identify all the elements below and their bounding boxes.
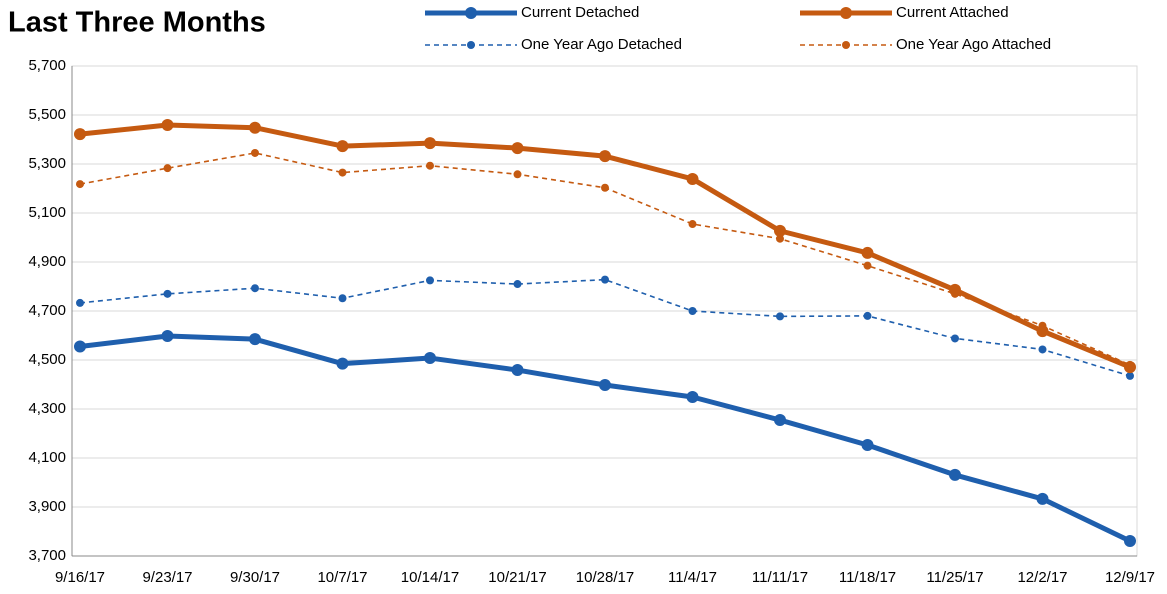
data-point xyxy=(251,284,259,293)
data-point xyxy=(951,334,959,343)
legend-marker xyxy=(840,7,852,19)
data-point xyxy=(686,172,699,185)
series-line xyxy=(79,278,1131,377)
x-tick-label: 11/11/17 xyxy=(752,569,808,586)
data-point xyxy=(426,276,434,285)
x-tick-label: 9/16/17 xyxy=(55,569,105,586)
data-point xyxy=(74,128,86,141)
data-point xyxy=(1124,535,1136,548)
y-tick-label: 5,100 xyxy=(28,204,66,221)
x-tick-label: 12/2/17 xyxy=(1017,569,1067,586)
data-point xyxy=(163,164,172,173)
data-point xyxy=(163,289,172,298)
data-point xyxy=(424,352,436,365)
series-line xyxy=(79,333,1132,544)
data-point xyxy=(338,294,347,303)
data-point xyxy=(601,275,609,284)
y-tick-label: 4,500 xyxy=(28,351,66,368)
y-tick-label: 3,700 xyxy=(28,547,66,564)
y-tick-label: 5,500 xyxy=(28,106,66,123)
x-tick-label: 10/21/17 xyxy=(488,569,546,586)
data-point xyxy=(76,180,84,189)
data-point xyxy=(513,170,522,179)
data-point xyxy=(249,121,261,134)
data-point xyxy=(686,390,699,403)
data-point xyxy=(1038,345,1047,354)
data-point xyxy=(599,150,611,163)
data-point xyxy=(776,312,784,321)
data-point xyxy=(426,161,434,170)
legend-marker xyxy=(842,41,850,49)
legend-label: One Year Ago Detached xyxy=(521,36,682,53)
data-point xyxy=(861,439,874,452)
legend-marker xyxy=(465,7,477,19)
x-tick-label: 9/30/17 xyxy=(230,569,280,586)
x-tick-label: 10/7/17 xyxy=(317,569,367,586)
data-point xyxy=(949,468,961,481)
data-point xyxy=(424,137,436,150)
data-point xyxy=(74,340,86,353)
x-tick-label: 11/18/17 xyxy=(839,569,896,586)
data-point xyxy=(513,280,522,289)
data-point xyxy=(688,307,697,315)
y-tick-label: 5,700 xyxy=(28,57,66,74)
data-point xyxy=(774,224,786,237)
data-point xyxy=(861,246,874,259)
x-tick-label: 12/9/17 xyxy=(1105,569,1155,586)
data-point xyxy=(688,220,697,229)
data-point xyxy=(249,333,261,346)
data-point xyxy=(1126,371,1134,380)
data-point xyxy=(949,283,961,296)
x-tick-label: 9/23/17 xyxy=(142,569,192,586)
y-tick-label: 5,300 xyxy=(28,155,66,172)
data-point xyxy=(338,168,347,177)
data-point xyxy=(1036,325,1049,338)
legend-marker xyxy=(467,41,475,49)
x-tick-label: 11/4/17 xyxy=(668,569,717,586)
chart-title: Last Three Months xyxy=(8,7,266,39)
data-point xyxy=(161,329,174,342)
data-point xyxy=(863,311,872,320)
data-point xyxy=(336,140,349,153)
legend-label: Current Detached xyxy=(521,4,639,21)
x-tick-label: 10/14/17 xyxy=(401,569,459,586)
legend-label: Current Attached xyxy=(896,4,1009,21)
y-tick-label: 3,900 xyxy=(28,498,66,515)
y-tick-label: 4,300 xyxy=(28,400,66,417)
data-point xyxy=(336,357,349,370)
data-point xyxy=(774,414,786,427)
data-point xyxy=(76,298,84,307)
data-point xyxy=(511,142,524,155)
y-tick-label: 4,100 xyxy=(28,449,66,466)
y-tick-label: 4,900 xyxy=(28,253,66,270)
data-point xyxy=(251,148,259,157)
data-point xyxy=(601,183,609,192)
data-point xyxy=(511,364,524,377)
x-tick-label: 11/25/17 xyxy=(926,569,983,586)
x-tick-label: 10/28/17 xyxy=(576,569,634,586)
data-point xyxy=(1124,361,1136,374)
data-point xyxy=(599,378,611,391)
data-point xyxy=(161,119,174,132)
data-point xyxy=(863,261,872,270)
y-tick-label: 4,700 xyxy=(28,302,66,319)
data-point xyxy=(1036,492,1049,505)
data-point xyxy=(776,234,784,243)
legend-label: One Year Ago Attached xyxy=(896,36,1051,53)
